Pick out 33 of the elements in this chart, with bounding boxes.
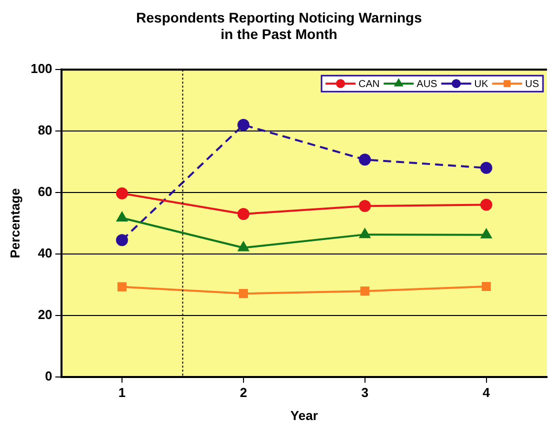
point xyxy=(360,228,370,238)
legend-label: US xyxy=(525,78,540,90)
point xyxy=(238,242,249,252)
legend-label: AUS xyxy=(416,78,438,90)
point xyxy=(482,282,491,292)
y-tick-label: 40 xyxy=(38,246,52,260)
point xyxy=(358,154,371,166)
x-tick-label: 4 xyxy=(482,385,491,400)
chart-title: Respondents Reporting Noticing Warnings in the Past Month xyxy=(136,9,422,42)
y-tick-label: 20 xyxy=(38,306,52,322)
legend-label: UK xyxy=(474,78,488,90)
point xyxy=(237,208,250,220)
x-tick-label: 2 xyxy=(240,385,248,400)
point xyxy=(237,118,250,131)
y-axis-title: Percentage xyxy=(7,188,22,258)
point xyxy=(116,234,128,246)
point xyxy=(360,286,370,296)
point xyxy=(117,282,127,292)
point xyxy=(238,289,248,298)
x-tick-label: 3 xyxy=(361,385,368,400)
point xyxy=(358,200,371,212)
y-tick-label: 60 xyxy=(38,184,52,200)
x-axis-title: Year xyxy=(290,408,318,423)
y-tick-label: 0 xyxy=(45,368,52,384)
point xyxy=(480,162,492,174)
point xyxy=(480,228,492,238)
point xyxy=(116,187,128,200)
point xyxy=(116,212,128,222)
legend-label: CAN xyxy=(358,78,380,90)
x-tick-label: 1 xyxy=(118,385,126,400)
y-tick-label: 80 xyxy=(38,122,52,138)
y-tick-label: 100 xyxy=(30,61,52,76)
point xyxy=(480,198,492,211)
